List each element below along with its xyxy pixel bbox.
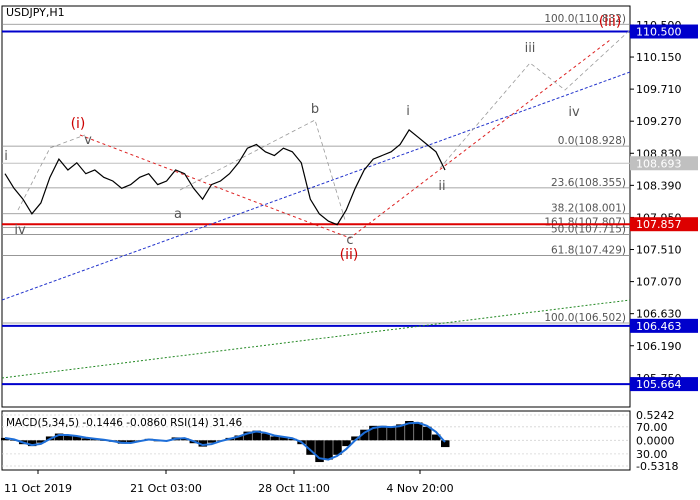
indicator-tick-label: 0.5242 xyxy=(636,409,675,422)
macd-histogram-bar xyxy=(360,429,369,441)
macd-histogram-bar xyxy=(243,431,252,441)
macd-histogram-bar xyxy=(288,438,297,441)
macd-histogram-bar xyxy=(36,440,46,443)
wave-label-minor: c xyxy=(346,233,353,248)
wave-label-minor: ii xyxy=(438,179,445,194)
macd-histogram-bar xyxy=(27,440,37,447)
current-price-tag xyxy=(630,156,698,171)
level-tag-blue xyxy=(630,24,698,39)
macd-histogram-bar xyxy=(324,440,333,460)
macd-histogram-bar xyxy=(279,436,288,441)
y-tick-label: 106.190 xyxy=(636,340,682,353)
fib-level-label: 61.8(107.429) xyxy=(551,244,626,256)
macd-histogram-bar xyxy=(261,433,270,441)
level-label-blue: 106.463 xyxy=(636,320,682,333)
macd-histogram-bar xyxy=(432,434,441,441)
macd-histogram-bar xyxy=(126,440,136,443)
price-line xyxy=(4,129,446,226)
macd-histogram-bar xyxy=(387,426,396,441)
macd-histogram-bar xyxy=(342,440,351,447)
macd-histogram-bar xyxy=(369,425,378,441)
y-tick-label: 106.630 xyxy=(636,308,682,321)
macd-histogram-bar xyxy=(306,440,315,455)
wave-label-minor: iv xyxy=(14,223,26,238)
wave-path-red xyxy=(79,39,611,239)
price-panel: 110.590110.150109.710109.270108.830108.3… xyxy=(1,5,698,408)
wave-label-major: (iii) xyxy=(599,14,622,30)
macd-histogram-bar xyxy=(315,440,324,463)
x-tick-label: 28 Oct 11:00 xyxy=(258,482,330,495)
macd-histogram-bar xyxy=(198,440,208,447)
macd-histogram-bar xyxy=(72,435,82,441)
fib-level-label: 0.0(108.928) xyxy=(558,135,626,147)
wave-label-minor: iv xyxy=(568,105,580,120)
macd-histogram-bar xyxy=(180,438,190,441)
macd-histogram-bar xyxy=(378,425,387,441)
y-tick-label: 109.270 xyxy=(636,115,682,128)
x-tick-label: 11 Oct 2019 xyxy=(4,482,72,495)
macd-histogram-bar xyxy=(252,430,261,441)
wave-abc xyxy=(179,119,346,221)
y-tick-label: 110.150 xyxy=(636,51,682,64)
trendline-blue xyxy=(1,71,631,301)
fib-level-label: 100.0(110.832) xyxy=(544,13,626,25)
level-label-blue: 105.664 xyxy=(636,378,682,391)
indicator-tick-label: 70.00 xyxy=(636,421,668,434)
fib-level-label: 161.8(107.807) xyxy=(544,217,626,229)
macd-histogram-bar xyxy=(234,435,243,441)
indicator-tick-label: -0.5318 xyxy=(636,460,678,473)
macd-histogram-bar xyxy=(396,424,405,441)
y-tick-label: 108.390 xyxy=(636,179,682,192)
wave-label-minor: a xyxy=(174,207,182,222)
chart-title: USDJPY,H1 xyxy=(6,6,65,19)
trendline-green xyxy=(1,299,631,379)
wave-label-minor: i xyxy=(4,149,8,164)
macd-histogram-bar xyxy=(405,420,414,441)
fib-level-label: 23.6(108.355) xyxy=(551,177,626,189)
fib-level-label: 100.0(106.502) xyxy=(544,312,626,324)
wave-label-major: (ii) xyxy=(340,247,359,263)
macd-histogram-bar xyxy=(1,437,10,441)
y-tick-label: 107.070 xyxy=(636,276,682,289)
macd-histogram-bar xyxy=(54,433,64,441)
indicator-tick-label: 30.00 xyxy=(636,448,668,461)
x-tick-label: 21 Oct 03:00 xyxy=(130,482,202,495)
level-tag-blue xyxy=(630,318,698,333)
current-price-label: 108.693 xyxy=(636,157,682,170)
wave-label-minor: iii xyxy=(525,41,536,56)
macd-histogram-bar xyxy=(423,426,432,441)
macd-signal-line xyxy=(4,421,446,461)
fib-level-label: 38.2(108.001) xyxy=(551,203,626,215)
wave-label-major: (i) xyxy=(71,116,86,132)
wave-early xyxy=(17,134,86,211)
wave-label-minor: b xyxy=(311,102,319,117)
macd-histogram-bar xyxy=(441,440,450,448)
indicator-tick-label: 0.0000 xyxy=(636,434,675,447)
x-tick-label: 4 Nov 20:00 xyxy=(386,482,453,495)
macd-histogram-bar xyxy=(270,436,279,441)
level-tag-red xyxy=(630,217,698,232)
fib-level-label: 50.0(107.715) xyxy=(551,224,626,236)
level-tag-blue xyxy=(630,377,698,392)
level-label-red: 107.857 xyxy=(636,218,682,231)
wave-projection xyxy=(439,29,631,169)
wave-label-minor: i xyxy=(406,104,410,119)
macd-histogram-bar xyxy=(414,422,423,441)
macd-histogram-bar xyxy=(207,440,217,443)
wave-label-minor: v xyxy=(84,133,92,148)
macd-histogram-bar xyxy=(63,435,73,441)
macd-histogram-bar xyxy=(81,438,91,441)
indicator-label: MACD(5,34,5) -0.1446 -0.0860 RSI(14) 31.… xyxy=(6,417,242,429)
y-tick-label: 107.510 xyxy=(636,244,682,257)
price-panel-frame xyxy=(1,5,631,408)
macd-histogram-bar xyxy=(9,440,19,441)
level-label-blue: 110.500 xyxy=(636,26,682,39)
macd-histogram-bar xyxy=(351,436,360,441)
macd-histogram-bar xyxy=(333,440,342,455)
y-tick-label: 109.710 xyxy=(636,83,682,96)
